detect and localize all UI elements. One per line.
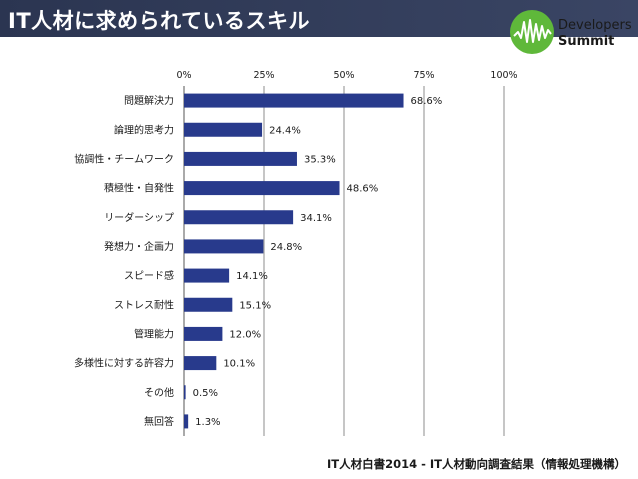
- logo-text-summit: Summit: [558, 34, 614, 49]
- value-label: 68.6%: [411, 96, 443, 107]
- value-label: 15.1%: [239, 300, 271, 311]
- x-tick-label: 0%: [176, 70, 191, 81]
- value-label: 1.3%: [195, 417, 220, 428]
- value-label: 35.3%: [304, 154, 336, 165]
- x-tick-label: 75%: [413, 70, 434, 81]
- bar: [184, 239, 264, 254]
- skills-bar-chart: 0% 25% 50% 75% 100% 問題解決力 68.6% 論理的思考力 24.4% 協調性・…: [74, 70, 518, 436]
- category-label: ストレス耐性: [114, 298, 174, 311]
- value-label: 34.1%: [300, 213, 332, 224]
- category-label: 管理能力: [134, 327, 174, 340]
- waveform-line: [513, 19, 552, 43]
- category-label: その他: [144, 386, 174, 399]
- x-tick-label: 25%: [253, 70, 274, 81]
- x-tick-label: 50%: [333, 70, 354, 81]
- bar: [184, 297, 233, 312]
- bar: [184, 385, 186, 400]
- bar: [184, 356, 217, 371]
- value-label: 24.8%: [270, 242, 302, 253]
- bar: [184, 210, 294, 225]
- category-label: スピード感: [124, 269, 174, 282]
- developers-summit-logo: Developers Summit: [510, 10, 632, 54]
- page-title: IT人材に求められているスキル: [8, 9, 311, 33]
- x-tick-label: 100%: [490, 70, 517, 81]
- category-label: 協調性・チームワーク: [74, 152, 174, 165]
- category-label: 問題解決力: [124, 94, 174, 107]
- value-label: 12.0%: [229, 329, 261, 340]
- value-label: 14.1%: [236, 271, 268, 282]
- category-label: リーダーシップ: [104, 211, 174, 224]
- category-label: 無回答: [144, 415, 174, 428]
- bar: [184, 93, 404, 108]
- bar: [184, 414, 189, 429]
- bar: [184, 151, 297, 166]
- logo-text-developers: Developers: [558, 18, 632, 33]
- source-footer: IT人材白書2014 - IT人材動向調査結果（情報処理機構）: [326, 457, 626, 471]
- value-label: 24.4%: [269, 125, 301, 136]
- bar: [184, 326, 223, 341]
- bar: [184, 181, 340, 196]
- value-label: 10.1%: [223, 359, 255, 370]
- value-label: 0.5%: [193, 388, 218, 399]
- bar: [184, 268, 230, 283]
- category-label: 発想力・企画力: [104, 240, 174, 253]
- category-label: 多様性に対する許容力: [74, 357, 174, 370]
- category-label: 積極性・自発性: [104, 182, 174, 195]
- value-label: 48.6%: [347, 184, 379, 195]
- category-label: 論理的思考力: [114, 123, 174, 136]
- bar: [184, 122, 263, 137]
